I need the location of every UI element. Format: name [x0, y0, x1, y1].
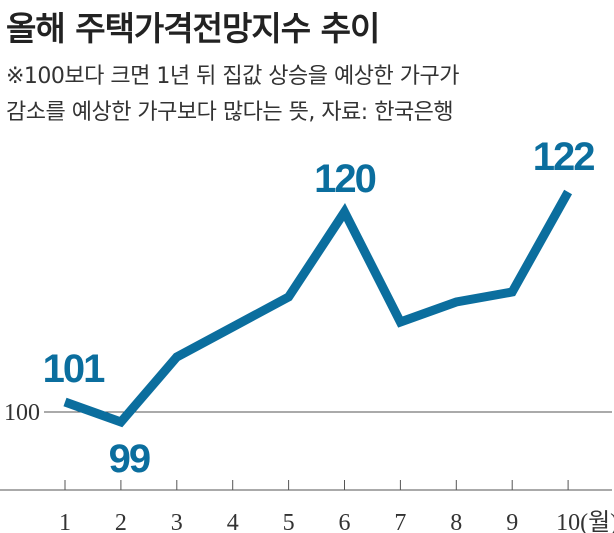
- x-tick-label: 7: [394, 510, 406, 533]
- y-reference-label: 100: [4, 400, 40, 426]
- chart-title: 올해 주택가격전망지수 추이: [6, 9, 380, 48]
- x-tick-label: 8: [450, 510, 462, 533]
- x-tick-label: 4: [227, 510, 239, 533]
- x-tick-label: 10(월): [556, 509, 614, 533]
- data-label: 101: [43, 347, 105, 391]
- x-tick-label: 9: [506, 510, 518, 533]
- subtitle-line-2: 감소를 예상한 가구보다 많다는 뜻, 자료: 한국은행: [6, 100, 454, 125]
- x-tick-label: 6: [339, 510, 351, 533]
- x-tick-label: 2: [115, 510, 127, 533]
- subtitle-line-1: ※100보다 크면 1년 뒤 집값 상승을 예상한 가구가: [6, 64, 459, 89]
- data-label: 99: [109, 437, 150, 481]
- series-line: [63, 189, 573, 428]
- x-tick-label: 3: [171, 510, 183, 533]
- data-label: 120: [314, 157, 375, 201]
- x-tick-label: 5: [283, 510, 295, 533]
- x-tick-label: 1: [59, 510, 71, 533]
- data-label: 122: [533, 135, 594, 179]
